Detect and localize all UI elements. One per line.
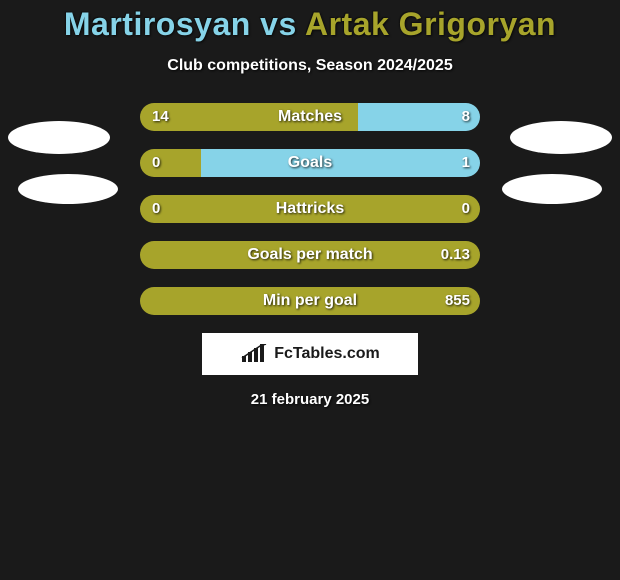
page-title: Martirosyan vs Artak Grigoryan [0,6,620,43]
stat-bar-left [140,149,201,177]
stat-row: 0.13Goals per match [0,241,620,269]
stat-bar [140,195,480,223]
stat-value-right: 0.13 [441,241,470,269]
stat-value-left: 0 [152,149,160,177]
stat-bar [140,241,480,269]
stat-bar [140,103,480,131]
stat-bar-left [140,195,480,223]
stat-bar-left [140,287,480,315]
stat-value-left: 14 [152,103,169,131]
subtitle: Club competitions, Season 2024/2025 [0,57,620,75]
stat-value-right: 855 [445,287,470,315]
player-b-name: Artak Grigoryan [305,6,556,42]
stat-row: 855Min per goal [0,287,620,315]
brand-chart-icon [240,344,268,364]
stat-bar [140,287,480,315]
comparison-card: Martirosyan vs Artak Grigoryan Club comp… [0,0,620,580]
stat-bar [140,149,480,177]
brand-badge[interactable]: FcTables.com [202,333,418,375]
vs-separator: vs [251,6,305,42]
player-a-name: Martirosyan [64,6,251,42]
stat-bar-right [201,149,480,177]
stat-bar-left [140,103,358,131]
stat-value-left: 0 [152,195,160,223]
stat-value-right: 0 [462,195,470,223]
stat-row: 148Matches [0,103,620,131]
stat-row: 00Hattricks [0,195,620,223]
stat-bar-left [140,241,480,269]
stat-value-right: 1 [462,149,470,177]
stat-value-right: 8 [462,103,470,131]
date-label: 21 february 2025 [0,391,620,408]
brand-text: FcTables.com [274,345,380,363]
stat-row: 01Goals [0,149,620,177]
